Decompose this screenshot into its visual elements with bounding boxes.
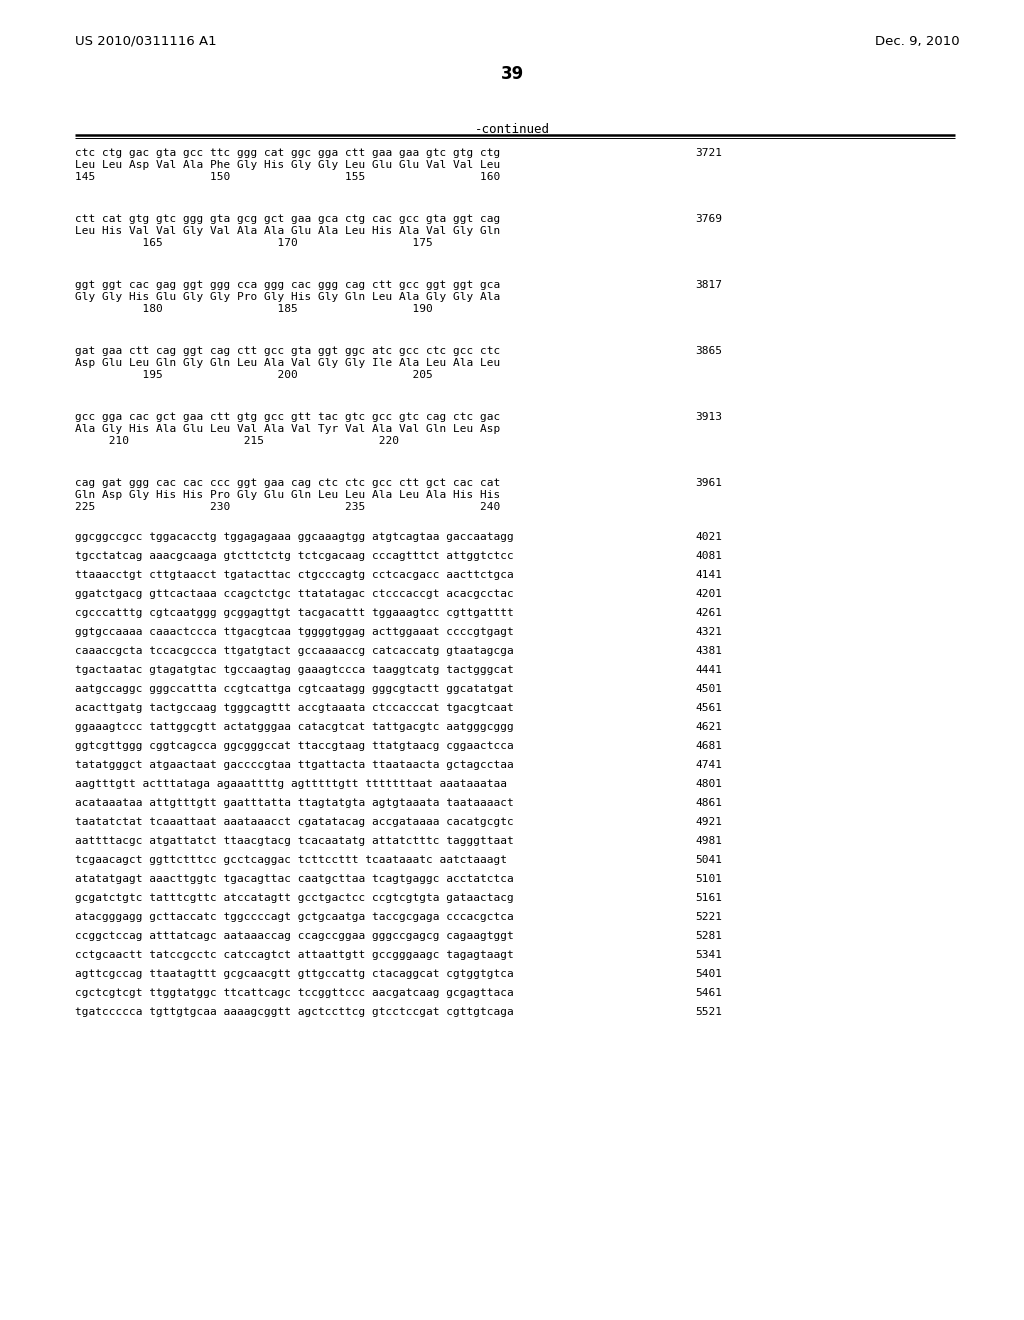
- Text: 4861: 4861: [695, 799, 722, 808]
- Text: -continued: -continued: [474, 123, 550, 136]
- Text: 5521: 5521: [695, 1007, 722, 1016]
- Text: 39: 39: [501, 65, 523, 83]
- Text: 5281: 5281: [695, 931, 722, 941]
- Text: ggtgccaaaa caaactccca ttgacgtcaa tggggtggag acttggaaat ccccgtgagt: ggtgccaaaa caaactccca ttgacgtcaa tggggtg…: [75, 627, 514, 638]
- Text: ggcggccgcc tggacacctg tggagagaaa ggcaaagtgg atgtcagtaa gaccaatagg: ggcggccgcc tggacacctg tggagagaaa ggcaaag…: [75, 532, 514, 543]
- Text: aattttacgc atgattatct ttaacgtacg tcacaatatg attatctttc tagggttaat: aattttacgc atgattatct ttaacgtacg tcacaat…: [75, 836, 514, 846]
- Text: ggt ggt cac gag ggt ggg cca ggg cac ggg cag ctt gcc ggt ggt gca: ggt ggt cac gag ggt ggg cca ggg cac ggg …: [75, 280, 501, 290]
- Text: 4501: 4501: [695, 684, 722, 694]
- Text: Leu Leu Asp Val Ala Phe Gly His Gly Gly Leu Glu Glu Val Val Leu: Leu Leu Asp Val Ala Phe Gly His Gly Gly …: [75, 160, 501, 170]
- Text: Asp Glu Leu Gln Gly Gln Leu Ala Val Gly Gly Ile Ala Leu Ala Leu: Asp Glu Leu Gln Gly Gln Leu Ala Val Gly …: [75, 358, 501, 368]
- Text: 3961: 3961: [695, 478, 722, 488]
- Text: Gly Gly His Glu Gly Gly Pro Gly His Gly Gln Leu Ala Gly Gly Ala: Gly Gly His Glu Gly Gly Pro Gly His Gly …: [75, 292, 501, 302]
- Text: ggaaagtccc tattggcgtt actatgggaa catacgtcat tattgacgtc aatgggcggg: ggaaagtccc tattggcgtt actatgggaa catacgt…: [75, 722, 514, 733]
- Text: agttcgccag ttaatagttt gcgcaacgtt gttgccattg ctacaggcat cgtggtgtca: agttcgccag ttaatagttt gcgcaacgtt gttgcca…: [75, 969, 514, 979]
- Text: 5221: 5221: [695, 912, 722, 921]
- Text: 4561: 4561: [695, 704, 722, 713]
- Text: gat gaa ctt cag ggt cag ctt gcc gta ggt ggc atc gcc ctc gcc ctc: gat gaa ctt cag ggt cag ctt gcc gta ggt …: [75, 346, 501, 356]
- Text: ggtcgttggg cggtcagcca ggcgggccat ttaccgtaag ttatgtaacg cggaactcca: ggtcgttggg cggtcagcca ggcgggccat ttaccgt…: [75, 741, 514, 751]
- Text: aatgccaggc gggccattta ccgtcattga cgtcaatagg gggcgtactt ggcatatgat: aatgccaggc gggccattta ccgtcattga cgtcaat…: [75, 684, 514, 694]
- Text: 4621: 4621: [695, 722, 722, 733]
- Text: acataaataa attgtttgtt gaatttatta ttagtatgta agtgtaaata taataaaact: acataaataa attgtttgtt gaatttatta ttagtat…: [75, 799, 514, 808]
- Text: Ala Gly His Ala Glu Leu Val Ala Val Tyr Val Ala Val Gln Leu Asp: Ala Gly His Ala Glu Leu Val Ala Val Tyr …: [75, 424, 501, 434]
- Text: 4801: 4801: [695, 779, 722, 789]
- Text: tgcctatcag aaacgcaaga gtcttctctg tctcgacaag cccagtttct attggtctcc: tgcctatcag aaacgcaaga gtcttctctg tctcgac…: [75, 550, 514, 561]
- Text: tgatccccca tgttgtgcaa aaaagcggtt agctccttcg gtcctccgat cgttgtcaga: tgatccccca tgttgtgcaa aaaagcggtt agctcct…: [75, 1007, 514, 1016]
- Text: 3769: 3769: [695, 214, 722, 224]
- Text: 4381: 4381: [695, 645, 722, 656]
- Text: ctt cat gtg gtc ggg gta gcg gct gaa gca ctg cac gcc gta ggt cag: ctt cat gtg gtc ggg gta gcg gct gaa gca …: [75, 214, 501, 224]
- Text: atacgggagg gcttaccatc tggccccagt gctgcaatga taccgcgaga cccacgctca: atacgggagg gcttaccatc tggccccagt gctgcaa…: [75, 912, 514, 921]
- Text: 4921: 4921: [695, 817, 722, 828]
- Text: tatatgggct atgaactaat gaccccgtaa ttgattacta ttaataacta gctagcctaa: tatatgggct atgaactaat gaccccgtaa ttgatta…: [75, 760, 514, 770]
- Text: gcc gga cac gct gaa ctt gtg gcc gtt tac gtc gcc gtc cag ctc gac: gcc gga cac gct gaa ctt gtg gcc gtt tac …: [75, 412, 501, 422]
- Text: cgcccatttg cgtcaatggg gcggagttgt tacgacattt tggaaagtcc cgttgatttt: cgcccatttg cgtcaatggg gcggagttgt tacgaca…: [75, 609, 514, 618]
- Text: 145                 150                 155                 160: 145 150 155 160: [75, 172, 501, 182]
- Text: 5341: 5341: [695, 950, 722, 960]
- Text: ccggctccag atttatcagc aataaaccag ccagccggaa gggccgagcg cagaagtggt: ccggctccag atttatcagc aataaaccag ccagccg…: [75, 931, 514, 941]
- Text: 4741: 4741: [695, 760, 722, 770]
- Text: 3865: 3865: [695, 346, 722, 356]
- Text: 3817: 3817: [695, 280, 722, 290]
- Text: 3913: 3913: [695, 412, 722, 422]
- Text: Gln Asp Gly His His Pro Gly Glu Gln Leu Leu Ala Leu Ala His His: Gln Asp Gly His His Pro Gly Glu Gln Leu …: [75, 490, 501, 500]
- Text: 4201: 4201: [695, 589, 722, 599]
- Text: 4981: 4981: [695, 836, 722, 846]
- Text: cctgcaactt tatccgcctc catccagtct attaattgtt gccgggaagc tagagtaagt: cctgcaactt tatccgcctc catccagtct attaatt…: [75, 950, 514, 960]
- Text: caaaccgcta tccacgccca ttgatgtact gccaaaaccg catcaccatg gtaatagcga: caaaccgcta tccacgccca ttgatgtact gccaaaa…: [75, 645, 514, 656]
- Text: 4681: 4681: [695, 741, 722, 751]
- Text: 4261: 4261: [695, 609, 722, 618]
- Text: aagtttgtt actttataga agaaattttg agtttttgtt tttttttaat aaataaataa: aagtttgtt actttataga agaaattttg agtttttg…: [75, 779, 507, 789]
- Text: 5461: 5461: [695, 987, 722, 998]
- Text: 180                 185                 190: 180 185 190: [75, 304, 433, 314]
- Text: atatatgagt aaacttggtc tgacagttac caatgcttaa tcagtgaggc acctatctca: atatatgagt aaacttggtc tgacagttac caatgct…: [75, 874, 514, 884]
- Text: 225                 230                 235                 240: 225 230 235 240: [75, 502, 501, 512]
- Text: US 2010/0311116 A1: US 2010/0311116 A1: [75, 36, 217, 48]
- Text: Dec. 9, 2010: Dec. 9, 2010: [876, 36, 961, 48]
- Text: 5101: 5101: [695, 874, 722, 884]
- Text: tgactaatac gtagatgtac tgccaagtag gaaagtccca taaggtcatg tactgggcat: tgactaatac gtagatgtac tgccaagtag gaaagtc…: [75, 665, 514, 675]
- Text: 210                 215                 220: 210 215 220: [75, 436, 399, 446]
- Text: taatatctat tcaaattaat aaataaacct cgatatacag accgataaaa cacatgcgtc: taatatctat tcaaattaat aaataaacct cgatata…: [75, 817, 514, 828]
- Text: Leu His Val Val Gly Val Ala Ala Glu Ala Leu His Ala Val Gly Gln: Leu His Val Val Gly Val Ala Ala Glu Ala …: [75, 226, 501, 236]
- Text: ggatctgacg gttcactaaa ccagctctgc ttatatagac ctcccaccgt acacgcctac: ggatctgacg gttcactaaa ccagctctgc ttatata…: [75, 589, 514, 599]
- Text: 4141: 4141: [695, 570, 722, 579]
- Text: 4441: 4441: [695, 665, 722, 675]
- Text: 3721: 3721: [695, 148, 722, 158]
- Text: cag gat ggg cac cac ccc ggt gaa cag ctc ctc gcc ctt gct cac cat: cag gat ggg cac cac ccc ggt gaa cag ctc …: [75, 478, 501, 488]
- Text: tcgaacagct ggttctttcc gcctcaggac tcttccttt tcaataaatc aatctaaagt: tcgaacagct ggttctttcc gcctcaggac tcttcct…: [75, 855, 507, 865]
- Text: 5041: 5041: [695, 855, 722, 865]
- Text: 165                 170                 175: 165 170 175: [75, 238, 433, 248]
- Text: 4081: 4081: [695, 550, 722, 561]
- Text: cgctcgtcgt ttggtatggc ttcattcagc tccggttccc aacgatcaag gcgagttaca: cgctcgtcgt ttggtatggc ttcattcagc tccggtt…: [75, 987, 514, 998]
- Text: 4321: 4321: [695, 627, 722, 638]
- Text: gcgatctgtc tatttcgttc atccatagtt gcctgactcc ccgtcgtgta gataactacg: gcgatctgtc tatttcgttc atccatagtt gcctgac…: [75, 894, 514, 903]
- Text: 5401: 5401: [695, 969, 722, 979]
- Text: ttaaacctgt cttgtaacct tgatacttac ctgcccagtg cctcacgacc aacttctgca: ttaaacctgt cttgtaacct tgatacttac ctgccca…: [75, 570, 514, 579]
- Text: 195                 200                 205: 195 200 205: [75, 370, 433, 380]
- Text: 4021: 4021: [695, 532, 722, 543]
- Text: ctc ctg gac gta gcc ttc ggg cat ggc gga ctt gaa gaa gtc gtg ctg: ctc ctg gac gta gcc ttc ggg cat ggc gga …: [75, 148, 501, 158]
- Text: 5161: 5161: [695, 894, 722, 903]
- Text: acacttgatg tactgccaag tgggcagttt accgtaaata ctccacccat tgacgtcaat: acacttgatg tactgccaag tgggcagttt accgtaa…: [75, 704, 514, 713]
